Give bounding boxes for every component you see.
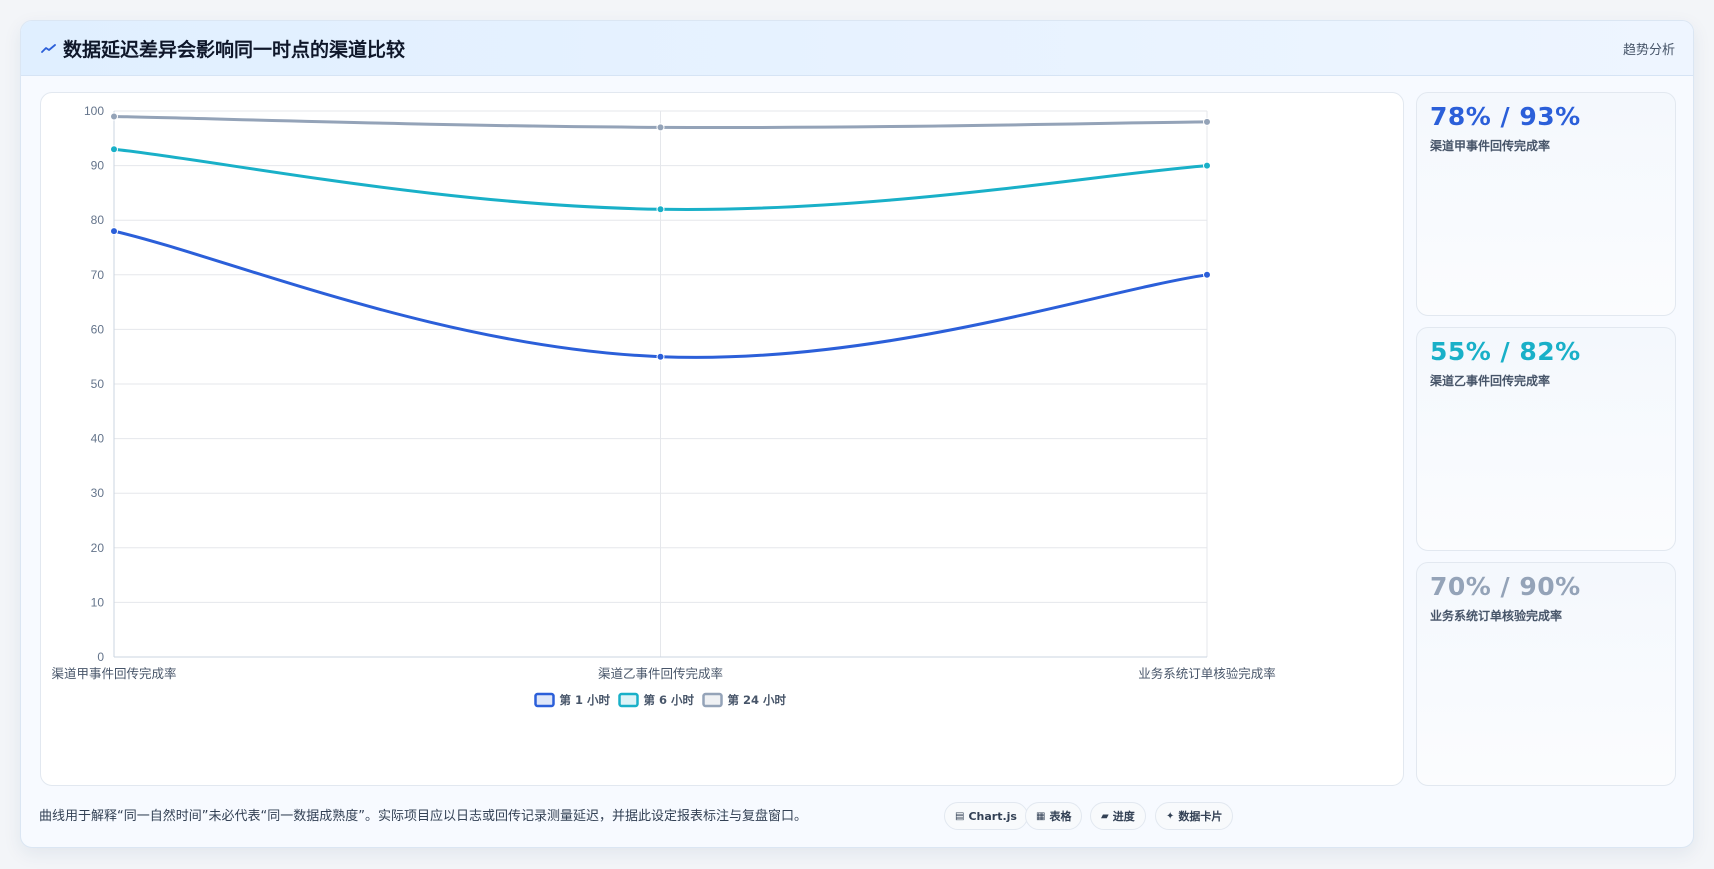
y-tick-label: 70	[91, 268, 105, 282]
panel: 数据延迟差异会影响同一时点的渠道比较 趋势分析 0 10 20 30 40 50 60 70 8…	[20, 20, 1694, 848]
progress-pill[interactable]: ▰ 进度	[1090, 802, 1146, 830]
y-tick-label: 60	[91, 322, 105, 336]
y-tick-label: 90	[91, 159, 105, 173]
chart-card: 0 10 20 30 40 50 60 70 80 90 100 渠道甲事件回传完成率 渠道乙事件回传完…	[40, 92, 1404, 786]
data-point	[110, 112, 118, 121]
data-point	[656, 352, 665, 361]
pill-label: Chart.js	[968, 809, 1017, 823]
x-tick-label: 业务系统订单核验完成率	[1138, 666, 1276, 681]
trend-icon	[41, 44, 56, 53]
progress-icon: ▰	[1101, 810, 1109, 822]
table-icon: ▦	[1036, 810, 1046, 822]
data-point	[1203, 161, 1211, 170]
data-card-pill[interactable]: ✦ 数据卡片	[1155, 802, 1234, 830]
panel-header: 数据延迟差异会影响同一时点的渠道比较 趋势分析	[21, 21, 1693, 76]
footnote: 曲线用于解释“同一自然时间”未必代表“同一数据成熟度”。实际项目应以日志或回传记…	[39, 809, 807, 824]
trend-analysis-link[interactable]: 趋势分析	[1622, 43, 1675, 58]
chartjs-pill[interactable]: ▤ Chart.js	[944, 802, 1028, 830]
y-tick-label: 50	[91, 377, 105, 391]
page-title: 数据延迟差异会影响同一时点的渠道比较	[63, 39, 406, 61]
stat-label: 业务系统订单核验完成率	[1430, 609, 1563, 623]
legend-label: 第 1 小时	[560, 693, 611, 707]
data-point	[656, 205, 665, 214]
legend-swatch	[534, 692, 555, 708]
stat-value: 55% / 82%	[1430, 337, 1581, 366]
line-chart: 0 10 20 30 40 50 60 70 80 90 100 渠道甲事件回传完成率 渠道乙事件回传完…	[51, 104, 1276, 708]
stat-card-channel-a: 78% / 93% 渠道甲事件回传完成率	[1416, 92, 1676, 316]
y-tick-label: 80	[91, 213, 105, 227]
legend-swatch	[702, 692, 723, 708]
y-tick-label: 100	[84, 104, 104, 118]
data-point	[1203, 270, 1211, 279]
stat-value: 70% / 90%	[1430, 572, 1581, 601]
pill-label: 进度	[1112, 810, 1135, 823]
data-point	[110, 145, 118, 154]
stat-label: 渠道甲事件回传完成率	[1430, 139, 1551, 153]
stat-card-order-check: 70% / 90% 业务系统订单核验完成率	[1416, 562, 1676, 786]
table-pill[interactable]: ▦ 表格	[1025, 802, 1083, 830]
y-tick-label: 0	[97, 650, 104, 664]
pill-label: 表格	[1049, 810, 1072, 823]
stat-value: 78% / 93%	[1430, 102, 1581, 131]
y-tick-label: 30	[91, 486, 105, 500]
x-tick-label: 渠道甲事件回传完成率	[51, 666, 176, 681]
data-point	[110, 227, 118, 236]
legend-label: 第 6 小时	[644, 693, 695, 707]
stat-card-channel-b: 55% / 82% 渠道乙事件回传完成率	[1416, 327, 1676, 551]
legend-swatch	[618, 692, 639, 708]
pill-label: 数据卡片	[1178, 810, 1223, 823]
stat-label: 渠道乙事件回传完成率	[1430, 374, 1551, 388]
legend-label: 第 24 小时	[728, 693, 787, 707]
x-tick-label: 渠道乙事件回传完成率	[598, 666, 723, 681]
y-tick-label: 20	[91, 541, 105, 555]
data-point	[1203, 117, 1211, 126]
y-tick-label: 40	[91, 432, 105, 446]
data-point	[656, 123, 665, 132]
y-tick-label: 10	[91, 595, 105, 609]
chart-icon: ▤	[955, 810, 965, 822]
sparkle-icon: ✦	[1166, 810, 1175, 822]
